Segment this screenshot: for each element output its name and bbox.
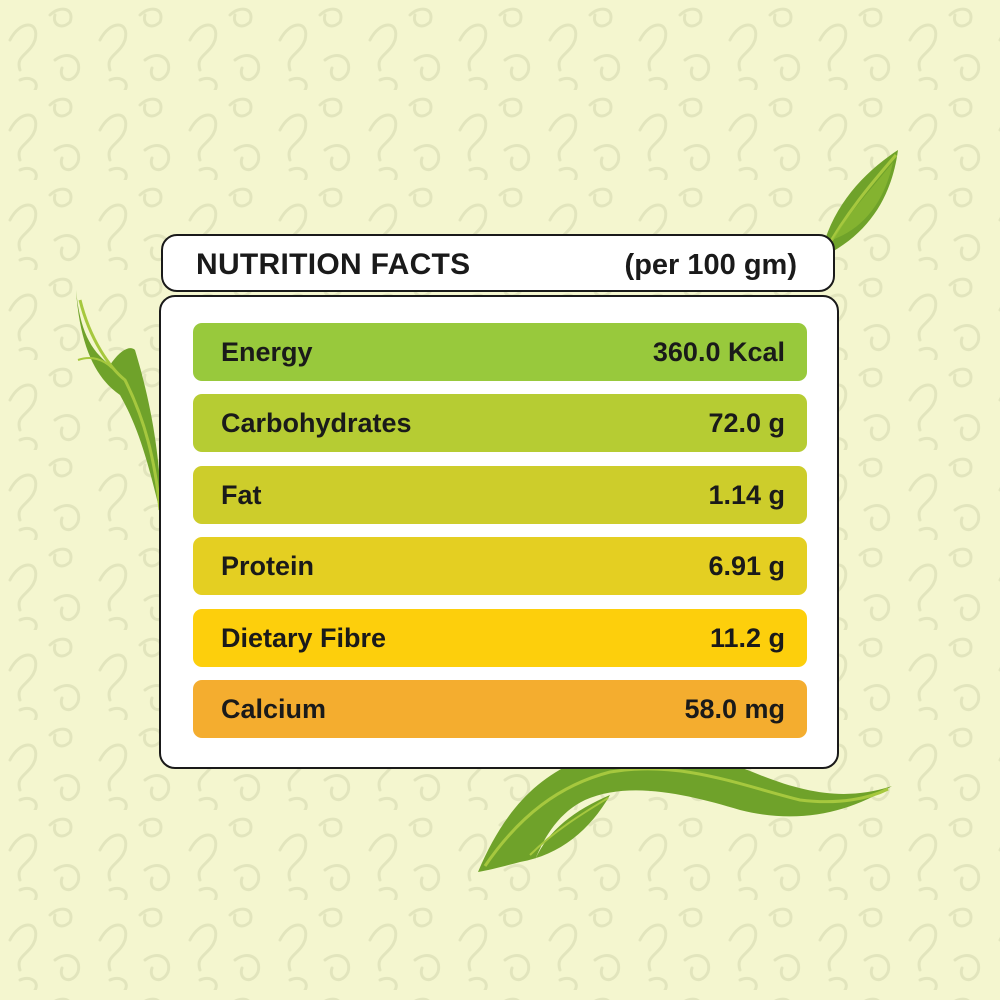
nutrient-value: 11.2 g xyxy=(709,623,785,653)
nutrient-row-dietary-fibre: Dietary Fibre 11.2 g xyxy=(193,609,807,667)
nutrient-row-calcium: Calcium 58.0 mg xyxy=(193,680,807,738)
nutrient-value: 72.0 g xyxy=(708,408,785,438)
nutrient-row-carbohydrates: Carbohydrates 72.0 g xyxy=(193,394,807,452)
page-title: NUTRITION FACTS xyxy=(196,248,471,281)
nutrient-label: Energy xyxy=(221,337,313,367)
nutrient-label: Fat xyxy=(221,480,262,510)
nutrient-label: Protein xyxy=(221,551,315,581)
nutrient-label: Dietary Fibre xyxy=(221,623,387,653)
nutrient-value: 6.91 g xyxy=(708,551,785,581)
nutrient-label: Calcium xyxy=(221,694,327,724)
nutrition-panel: Energy 360.0 Kcal Carbohydrates 72.0 g F… xyxy=(159,295,839,769)
serving-size: (per 100 gm) xyxy=(624,249,797,281)
nutrient-label: Carbohydrates xyxy=(221,408,412,438)
nutrient-row-protein: Protein 6.91 g xyxy=(193,537,807,595)
nutrient-value: 360.0 Kcal xyxy=(652,337,785,367)
nutrient-value: 58.0 mg xyxy=(684,694,785,724)
nutrient-row-energy: Energy 360.0 Kcal xyxy=(193,323,807,381)
title-bar: NUTRITION FACTS (per 100 gm) xyxy=(161,234,835,292)
nutrient-value: 1.14 g xyxy=(708,480,785,510)
nutrient-row-fat: Fat 1.14 g xyxy=(193,466,807,524)
